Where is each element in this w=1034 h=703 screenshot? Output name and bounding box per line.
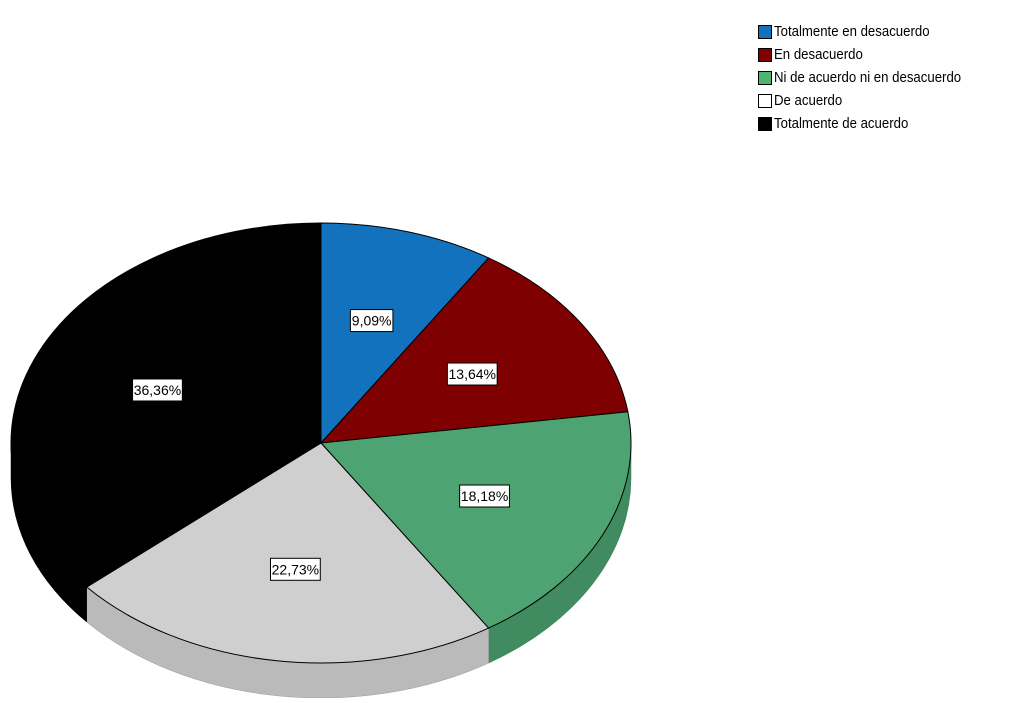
legend-item-en-desacuerdo: En desacuerdo [758, 43, 987, 66]
legend-item-totalmente-en-desacuerdo: Totalmente en desacuerdo [758, 20, 987, 43]
data-label-ni-de-acuerdo-ni-en-desacuerdo: 18,18% [459, 484, 510, 508]
pie-slice-totalmente-en-desacuerdo [320, 222, 490, 444]
legend-swatch [758, 24, 772, 39]
data-label-text: 36,36% [134, 382, 181, 398]
pie-slice-en-desacuerdo [320, 257, 629, 444]
legend-swatch [758, 47, 772, 62]
legend-item-de-acuerdo: De acuerdo [758, 89, 987, 112]
legend-label: En desacuerdo [774, 46, 863, 63]
data-label-box [446, 362, 498, 386]
data-label-totalmente-de-acuerdo: 36,36% [132, 378, 183, 402]
data-label-en-desacuerdo: 13,64% [446, 362, 498, 386]
data-label-de-acuerdo: 22,73% [269, 557, 321, 581]
legend-item-ni-de-acuerdo-ni-en-desacuerdo: Ni de acuerdo ni en desacuerdo [758, 66, 987, 89]
legend-swatch [758, 116, 772, 131]
data-label-text: 9,09% [352, 313, 392, 329]
data-label-box [459, 484, 510, 508]
legend-label: Totalmente de acuerdo [774, 115, 909, 132]
data-label-totalmente-en-desacuerdo: 9,09% [349, 309, 394, 333]
data-label-box [132, 378, 183, 402]
data-label-text: 18,18% [461, 488, 508, 504]
pie-slice-ni-de-acuerdo-ni-en-desacuerdo [320, 411, 632, 629]
legend: Totalmente en desacuerdo En desacuerdo N… [758, 20, 987, 135]
legend-label: De acuerdo [774, 92, 843, 109]
data-label-box [269, 557, 321, 581]
data-label-text: 13,64% [449, 366, 496, 382]
legend-swatch [758, 70, 772, 85]
legend-label: Totalmente en desacuerdo [774, 23, 930, 40]
data-label-text: 22,73% [272, 561, 319, 577]
data-label-box [349, 309, 394, 333]
legend-swatch [758, 93, 772, 108]
pie-slice-totalmente-de-acuerdo [10, 222, 322, 588]
legend-item-totalmente-de-acuerdo: Totalmente de acuerdo [758, 112, 987, 135]
pie-slice-de-acuerdo [86, 442, 490, 664]
legend-label: Ni de acuerdo ni en desacuerdo [774, 69, 962, 86]
